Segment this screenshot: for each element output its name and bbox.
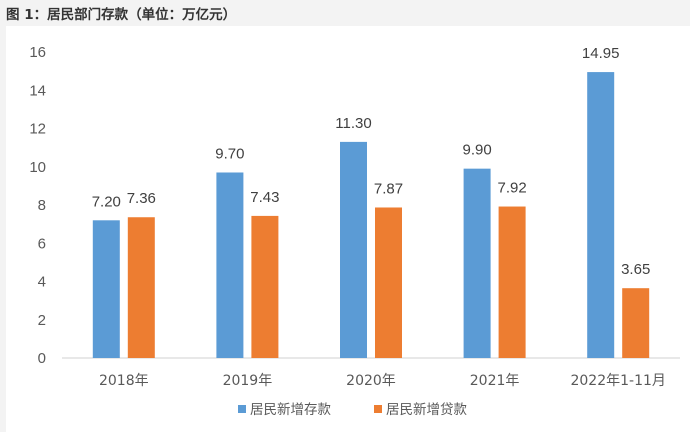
x-tick-label: 2020年: [346, 373, 396, 389]
bar-loan: [498, 206, 526, 358]
x-tick-label: 2022年1-11月: [570, 373, 665, 389]
data-label: 7.43: [250, 189, 279, 206]
data-label: 7.87: [374, 180, 403, 197]
y-tick-label: 8: [38, 197, 46, 214]
bar-deposit: [216, 172, 244, 358]
bar-deposit: [463, 168, 491, 358]
y-tick-label: 0: [38, 350, 46, 367]
x-tick-label: 2021年: [470, 373, 520, 389]
bar-deposit: [340, 141, 367, 358]
bar-loan: [375, 207, 402, 358]
data-label: 14.95: [582, 45, 620, 62]
data-label: 7.92: [497, 180, 526, 197]
data-label: 11.30: [335, 115, 371, 132]
bar-loan: [127, 217, 155, 358]
data-label: 7.36: [127, 190, 156, 207]
data-label: 7.20: [92, 193, 121, 210]
figure-title: 图 1：居民部门存款（单位：万亿元）: [6, 7, 237, 23]
y-tick-label: 10: [29, 159, 46, 176]
data-label: 9.70: [215, 145, 244, 162]
y-tick-label: 14: [29, 82, 46, 99]
data-label: 9.90: [462, 142, 491, 159]
y-tick-label: 16: [29, 44, 46, 61]
bar-loan: [251, 215, 279, 358]
y-tick-label: 4: [38, 274, 46, 291]
legend-label: 居民新增贷款: [386, 402, 467, 418]
y-tick-label: 6: [38, 235, 46, 252]
bar-loan: [622, 288, 650, 358]
bar-deposit: [587, 72, 615, 359]
x-tick-label: 2018年: [99, 373, 149, 389]
legend-swatch: [374, 405, 382, 413]
data-label: 3.65: [621, 261, 650, 278]
y-tick-label: 2: [38, 312, 46, 329]
bar-deposit: [92, 220, 120, 358]
legend-swatch: [238, 405, 246, 413]
legend-label: 居民新增存款: [250, 402, 331, 418]
x-tick-label: 2019年: [223, 373, 273, 389]
y-tick-label: 12: [29, 121, 46, 138]
